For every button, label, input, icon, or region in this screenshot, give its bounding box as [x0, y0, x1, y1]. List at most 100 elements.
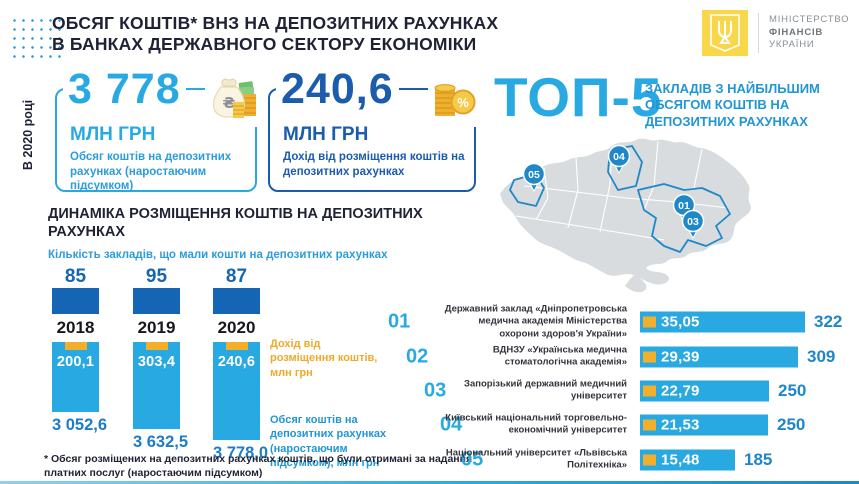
- year-label-2020: 2020: [217, 318, 256, 337]
- count-bar-2019: [133, 288, 180, 314]
- trident-icon: [710, 14, 740, 52]
- dynamics-subheading: Кількість закладів, що мали кошти на деп…: [48, 249, 388, 261]
- income-value-2019: 303,4: [137, 354, 176, 370]
- deposit-volume-description: Обсяг коштів на депозитних рахунках (нар…: [70, 151, 232, 193]
- chart-column-2019: 95 2019 303,4 3 632,5: [133, 266, 189, 466]
- income-value: 240,6: [276, 68, 399, 111]
- page-title-line2: В БАНКАХ ДЕРЖАВНОГО СЕКТОРУ ЕКОНОМІКИ: [52, 33, 477, 54]
- top5-row-02: 02 ВДНЗУ «Українська медична стоматологі…: [385, 341, 850, 373]
- income-cap-2018: [64, 342, 87, 350]
- income-cap-2019: [145, 342, 168, 350]
- amount-bar-04: 21,53: [640, 414, 768, 436]
- svg-text:₴: ₴: [223, 94, 236, 112]
- yellow-chip-01: [643, 316, 656, 328]
- logo-line3: УКРАЇНИ: [769, 39, 815, 51]
- coins-percent-icon: %: [428, 76, 480, 127]
- pin-label-04: 04: [613, 151, 625, 163]
- institution-count-2019: 95: [145, 266, 168, 287]
- dynamics-heading: ДИНАМІКА РОЗМІЩЕННЯ КОШТІВ НА ДЕПОЗИТНИХ…: [48, 206, 423, 241]
- bottom-accent-line: [0, 481, 859, 484]
- total-value-2018: 3 052,6: [52, 416, 108, 434]
- income-card: 240,6 % МЛН ГРН Дохід від розміщення кош…: [268, 68, 480, 192]
- amount-value-04: 21,53: [661, 416, 700, 434]
- deposit-volume-value: 3 778: [63, 68, 186, 111]
- income-value-2018: 200,1: [56, 354, 95, 370]
- year-label-2018: 2018: [56, 318, 95, 337]
- map-pin-03: 03: [681, 209, 705, 240]
- ministry-logo-text: МІНІСТЕРСТВО ФІНАНСІВ УКРАЇНИ: [769, 14, 849, 52]
- total-series-label: Обсяг коштів на депозитних рахунках (нар…: [270, 414, 387, 469]
- year-label-vertical: В 2020 році: [21, 99, 35, 171]
- top5-row-05: 05 Національний університет «Львівська П…: [385, 444, 850, 476]
- svg-text:%: %: [457, 95, 469, 110]
- count-value-05: 185: [744, 450, 773, 469]
- total-bar-2019: 303,4: [133, 342, 180, 429]
- rank-01: 01: [388, 310, 411, 333]
- income-unit: МЛН ГРН: [283, 124, 369, 145]
- top5-row-03: 03 Запорізький державний медичний універ…: [385, 375, 850, 407]
- institution-name-02: ВДНЗУ «Українська медична стоматологічна…: [492, 344, 627, 368]
- pin-label-01: 01: [678, 200, 690, 212]
- footnote: * Обсяг розміщених на депозитних рахунка…: [44, 453, 473, 480]
- logo-line2: ФІНАНСІВ: [769, 26, 824, 38]
- income-value-2020: 240,6: [217, 354, 256, 370]
- total-bar-2020: 240,6: [213, 342, 260, 440]
- count-value-03: 250: [778, 381, 807, 400]
- top5-row-04: 04 Київський національний торговельно-ек…: [385, 409, 850, 441]
- institution-name-04: Київський національний торговельно-еконо…: [445, 412, 627, 436]
- yellow-chip-03: [643, 385, 656, 397]
- institution-name-01: Державний заклад «Дніпропетровська медич…: [444, 303, 627, 340]
- count-bar-2018: [52, 288, 99, 314]
- income-series-label: Дохід від розміщення коштів, млн грн: [270, 338, 378, 379]
- money-bag-icon: ₴: [205, 76, 261, 127]
- count-value-02: 309: [807, 347, 836, 366]
- amount-bar-03: 22,79: [640, 380, 769, 402]
- top5-title: ТОП-5: [494, 66, 663, 128]
- amount-value-01: 35,05: [661, 313, 700, 331]
- logo-line1: МІНІСТЕРСТВО: [769, 13, 850, 25]
- yellow-chip-04: [643, 419, 656, 431]
- deposit-volume-card: 3 778 ₴ МЛН ГРН Обсяг коштів на депозитн…: [55, 68, 261, 193]
- count-value-01: 322: [814, 312, 843, 331]
- logo-divider: [758, 13, 759, 53]
- dynamics-heading-line1: ДИНАМІКА РОЗМІЩЕННЯ КОШТІВ НА ДЕПОЗИТНИХ: [48, 206, 423, 222]
- dynamics-heading-line2: РАХУНКАХ: [48, 223, 126, 240]
- pin-label-05: 05: [528, 169, 540, 181]
- ukraine-map-svg: 05 04 01 03: [500, 138, 751, 293]
- year-label-2019: 2019: [137, 318, 176, 337]
- amount-bar-02: 29,39: [640, 346, 798, 368]
- pin-label-03: 03: [687, 216, 699, 228]
- institution-name-05: Національний університет «Львівська Полі…: [445, 447, 627, 471]
- ministry-logo: МІНІСТЕРСТВО ФІНАНСІВ УКРАЇНИ: [702, 10, 849, 56]
- total-bar-2018: 200,1: [52, 342, 99, 412]
- rank-05: 05: [461, 448, 484, 471]
- map-pin-04: 04: [607, 144, 631, 175]
- income-description: Дохід від розміщення коштів на депозитни…: [283, 151, 465, 178]
- total-value-2020: 3 778,0: [213, 444, 269, 462]
- crimea-silhouette: [625, 274, 647, 293]
- amount-value-03: 22,79: [661, 382, 700, 400]
- page-title-line1: ОБСЯГ КОШТІВ* ВНЗ НА ДЕПОЗИТНИХ РАХУНКАХ: [52, 13, 499, 33]
- top5-row-01: 01 Державний заклад «Дніпропетровська ме…: [385, 303, 850, 340]
- trident-crest-icon: [702, 10, 748, 56]
- page-title: ОБСЯГ КОШТІВ* ВНЗ НА ДЕПОЗИТНИХ РАХУНКАХ…: [52, 13, 498, 54]
- amount-bar-01: 35,05: [640, 311, 805, 333]
- total-value-2019: 3 632,5: [133, 433, 189, 451]
- top5-subtitle: ЗАКЛАДІВ З НАЙБІЛЬШИМ ОБСЯГОМ КОШТІВ НА …: [645, 81, 820, 129]
- ukraine-silhouette: [500, 138, 751, 285]
- dot-pattern-decoration: [10, 16, 62, 62]
- institution-name-03: Запорізький державний медичний університ…: [464, 378, 627, 402]
- count-bar-2020: [213, 288, 260, 314]
- chart-column-2018: 85 2018 200,1 3 052,6: [52, 266, 108, 466]
- amount-value-02: 29,39: [661, 348, 700, 366]
- rank-03: 03: [424, 379, 447, 402]
- income-cap-2020: [225, 342, 248, 350]
- rank-04: 04: [440, 413, 463, 436]
- map-pin-05: 05: [522, 162, 546, 193]
- institution-count-2020: 87: [225, 266, 248, 287]
- yellow-chip-05: [643, 454, 656, 466]
- count-value-04: 250: [777, 415, 806, 434]
- institution-count-2018: 85: [64, 266, 87, 287]
- rank-02: 02: [406, 345, 429, 368]
